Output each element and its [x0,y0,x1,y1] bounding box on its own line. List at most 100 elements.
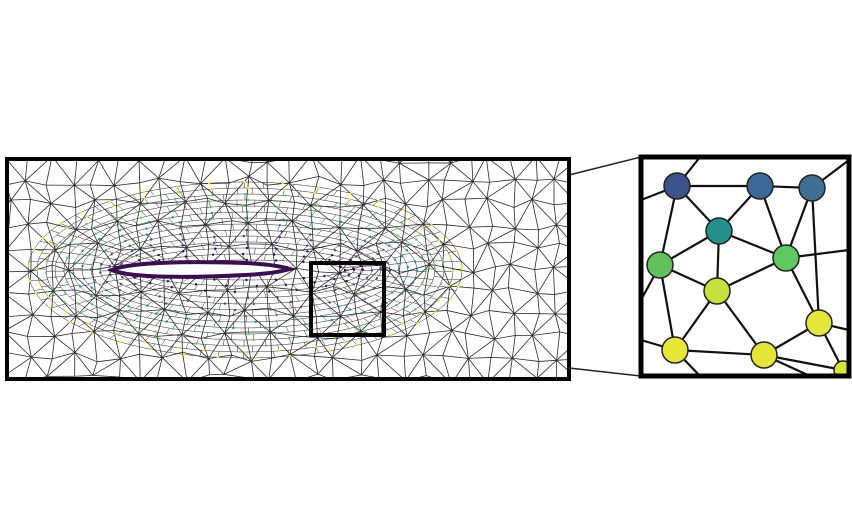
mesh-node [334,288,337,291]
refined-mesh-edge [165,333,179,336]
refined-mesh-edge [41,286,48,296]
mesh-node [27,263,30,267]
refined-mesh-edge [460,273,463,280]
mesh-edge [53,289,76,292]
mesh-node [45,272,48,275]
mesh-edge [312,248,320,272]
mesh-edge [422,330,453,356]
mesh-node [302,255,306,258]
refined-mesh-edge [134,339,145,343]
refined-mesh-edge [210,206,220,208]
refined-mesh-edge [420,316,430,323]
refined-mesh-edge [291,306,302,309]
refined-mesh-edge [110,213,117,219]
mesh-edge [423,264,430,296]
mesh-edge [55,229,77,251]
refined-mesh-edge [423,302,433,307]
mesh-edge [422,354,448,379]
mesh-node [343,215,347,218]
refined-mesh-edge [369,212,377,218]
refined-mesh-edge [312,315,322,318]
refined-mesh-edge [452,263,454,272]
mesh-edge [178,289,207,294]
mesh-edge [318,271,340,274]
refined-mesh-edge [263,254,266,261]
refined-mesh-edge [366,203,379,208]
refined-mesh-edge [117,240,126,245]
refined-mesh-edge [157,229,169,233]
refined-mesh-edge [393,208,401,214]
refined-mesh-edge [97,208,107,213]
mesh-edge [251,361,270,379]
mesh-node [455,249,459,253]
mesh-node [448,255,452,258]
refined-mesh-edge [71,298,79,304]
refined-mesh-edge [41,245,47,254]
refined-mesh-edge [321,286,328,292]
refined-mesh-edge [72,264,74,269]
mesh-edge [266,286,292,290]
mesh-edge [54,315,77,337]
refined-mesh-edge [53,234,58,238]
refined-mesh-edge [70,286,74,291]
mesh-edge [491,357,513,359]
refined-mesh-edge [69,221,78,227]
mesh-edge [556,359,569,361]
refined-mesh-edge [410,252,420,255]
mesh-node [85,215,89,218]
refined-mesh-edge [145,278,154,283]
mesh-node [445,236,449,239]
mesh-edge [270,331,291,355]
mesh-edge [291,289,295,317]
mesh-edge [332,357,362,376]
mesh-edge [185,183,201,202]
mesh-node [143,203,146,206]
refined-mesh-edge [92,249,96,252]
refined-mesh-edge [322,211,337,216]
mesh-node [328,301,331,304]
mesh-node [128,244,131,247]
mesh-edge [31,356,53,360]
mesh-edge [553,267,555,295]
mesh-edge [228,222,249,247]
refined-mesh-edge [157,225,163,232]
mesh-edge [50,316,56,337]
refined-mesh-edge [355,227,363,233]
mesh-node [313,191,316,194]
refined-mesh-edge [187,306,203,309]
refined-mesh-edge [295,295,300,302]
refined-mesh-edge [400,299,406,303]
refined-mesh-edge [296,244,308,246]
refined-mesh-edge [132,217,141,221]
refined-mesh-edge [133,315,140,321]
mesh-edge [113,330,121,359]
refined-mesh-edge [183,201,200,204]
mesh-node [414,308,417,311]
mesh-node [186,299,189,303]
refined-mesh-edge [378,200,392,206]
mesh-edge [428,162,452,181]
refined-mesh-edge [28,253,32,262]
refined-mesh-edge [306,340,320,343]
mesh-node [363,297,367,300]
refined-mesh-edge [355,277,365,281]
refined-mesh-edge [279,343,292,346]
refined-mesh-edge [369,321,374,324]
mesh-edge [251,244,273,266]
refined-mesh-edge [174,311,180,318]
refined-mesh-edge [63,262,66,268]
mesh-node [232,326,235,330]
mesh-edge [268,200,293,222]
refined-mesh-edge [125,283,134,287]
refined-mesh-edge [258,193,273,195]
mesh-edge [231,354,252,362]
refined-mesh-edge [375,212,389,218]
mesh-edge [162,351,183,359]
refined-mesh-edge [379,272,381,276]
refined-mesh-edge [289,243,297,245]
refined-mesh-edge [314,241,321,247]
refined-mesh-edge [375,242,384,246]
mesh-node [456,285,460,288]
inset-node-n4 [705,217,733,245]
